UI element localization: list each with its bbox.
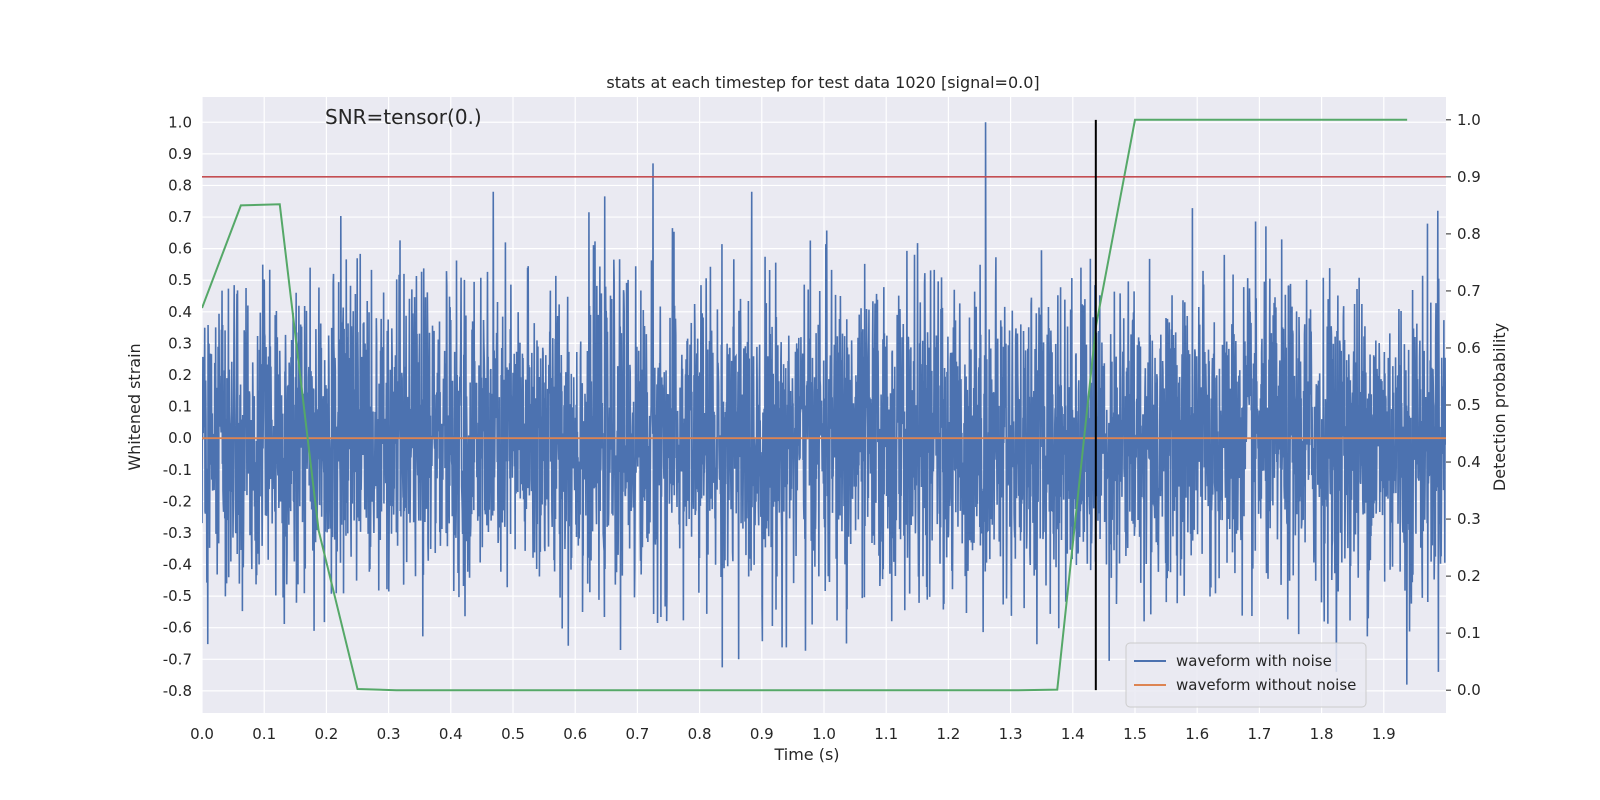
y-tick-label: 0.3 (168, 334, 192, 352)
y2-tick-label: 0.1 (1457, 624, 1481, 642)
legend-label: waveform without noise (1176, 676, 1356, 694)
x-tick-label: 0.4 (439, 725, 463, 743)
series-detection-probability (202, 118, 1408, 692)
x-tick-label: 0.5 (501, 725, 525, 743)
y2-tick-label: 1.0 (1457, 111, 1481, 129)
y2-tick-label: 0.6 (1457, 339, 1481, 357)
y-tick-label: 0.6 (168, 240, 192, 258)
y-tick-label: 0.9 (168, 145, 192, 163)
x-tick-label: 0.1 (252, 725, 276, 743)
y2-tick-label: 0.9 (1457, 168, 1481, 186)
y-tick-label: -0.5 (163, 587, 192, 605)
legend: waveform with noise waveform without nois… (1125, 642, 1367, 708)
y2-tick-label: 0.2 (1457, 567, 1481, 585)
x-tick-label: 0.8 (688, 725, 712, 743)
series-waveform-with-noise (202, 122, 1446, 685)
y-tick-label: -0.7 (163, 650, 192, 668)
x-tick-label: 1.3 (999, 725, 1023, 743)
x-tick-label: 0.3 (377, 725, 401, 743)
y-tick-label: 0.2 (168, 366, 192, 384)
grid (201, 97, 1446, 713)
y-tick-label: 0.8 (168, 176, 192, 194)
y-tick-label: -0.6 (163, 619, 192, 637)
y2-tick-label: 0.4 (1457, 453, 1481, 471)
y-tick-label: 0.5 (168, 271, 192, 289)
x-axis-label: Time (s) (773, 745, 839, 764)
x-tick-label: 1.4 (1061, 725, 1085, 743)
y-tick-label: 1.0 (168, 113, 192, 131)
x-tick-label: 0.6 (563, 725, 587, 743)
y2-tick-label: 0.7 (1457, 282, 1481, 300)
snr-annotation: SNR=tensor(0.) (325, 105, 482, 129)
y2-tick-label: 0.5 (1457, 396, 1481, 414)
y2-tick-label: 0.3 (1457, 510, 1481, 528)
x-tick-label: 1.5 (1123, 725, 1147, 743)
x-tick-label: 0.7 (625, 725, 649, 743)
x-tick-label: 0.2 (314, 725, 338, 743)
y-tick-label: 0.4 (168, 303, 192, 321)
y-tick-label: -0.4 (163, 556, 192, 574)
y-tick-label: 0.1 (168, 398, 192, 416)
y-tick-label: -0.1 (163, 461, 192, 479)
legend-box (1125, 642, 1367, 708)
x-tick-label: 1.6 (1185, 725, 1209, 743)
y-tick-label: -0.3 (163, 524, 192, 542)
x-tick-label: 1.7 (1247, 725, 1271, 743)
legend-label: waveform with noise (1176, 652, 1332, 670)
y-tick-label: -0.2 (163, 492, 192, 510)
x-tick-label: 0.9 (750, 725, 774, 743)
y2-tick-label: 0.8 (1457, 225, 1481, 243)
x-tick-label: 0.0 (190, 725, 214, 743)
x-tick-label: 1.8 (1310, 725, 1334, 743)
plot-area: 0.0 0.1 0.2 0.3 0.4 0.5 0.6 0.7 0.8 0.9 1.0 1.1 1.2 1… (163, 97, 1481, 743)
y2-axis-label: Detection probability (1490, 323, 1509, 491)
y-tick-label: -0.8 (163, 682, 192, 700)
y-tick-label: 0.7 (168, 208, 192, 226)
y-axis-label: Whitened strain (125, 343, 144, 470)
y-tick-label: 0.0 (168, 429, 192, 447)
chart-title: stats at each timestep for test data 102… (606, 73, 1039, 92)
y2-tick-label: 0.0 (1457, 681, 1481, 699)
x-tick-label: 1.2 (936, 725, 960, 743)
x-tick-label: 1.0 (812, 725, 836, 743)
x-tick-label: 1.1 (874, 725, 898, 743)
x-tick-label: 1.9 (1372, 725, 1396, 743)
